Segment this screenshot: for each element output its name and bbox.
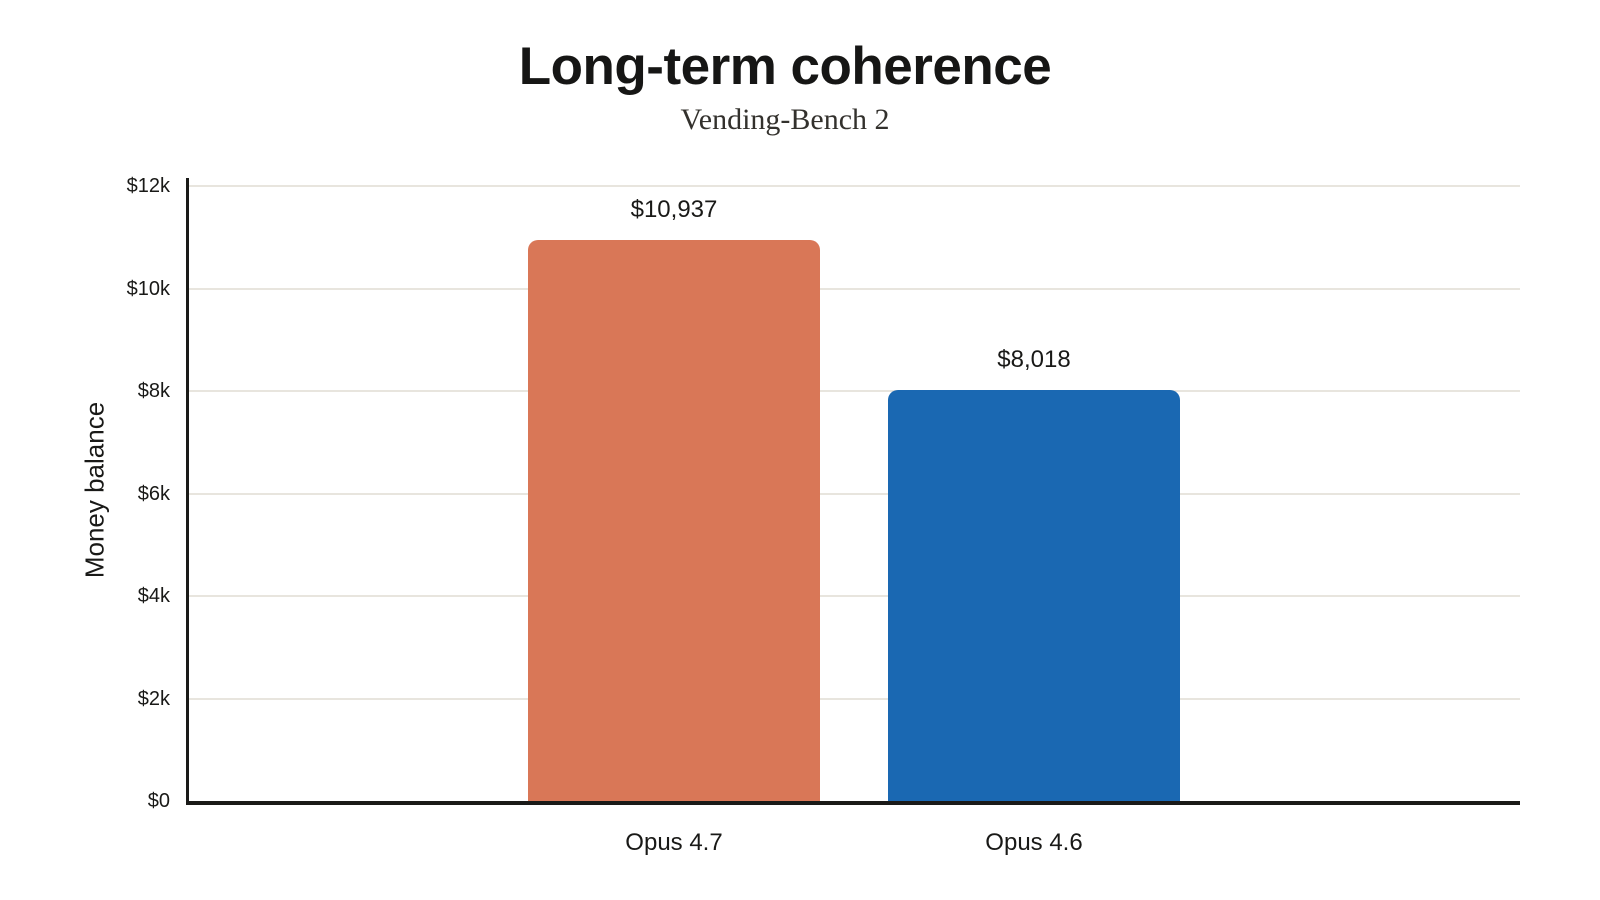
chart-title: Long-term coherence (518, 37, 1052, 96)
value-label-opus-4-6: $8,018 (997, 346, 1071, 374)
plot-area: $10,937 Opus 4.7 $8,018 Opus 4.6 (186, 178, 1520, 856)
gridline (189, 492, 1520, 495)
y-tick-label: $2k (137, 687, 170, 710)
x-tick-label-opus-4-7: Opus 4.7 (625, 829, 723, 856)
bar-opus-4-6 (888, 390, 1180, 801)
y-tick-label: $4k (137, 585, 170, 607)
chart-header: Long-term coherence Vending-Bench 2 (0, 36, 1585, 137)
y-tick-label: $6k (137, 482, 170, 505)
gridline (189, 595, 1520, 597)
gridline (189, 697, 1520, 700)
bar-opus-4-7 (528, 240, 820, 801)
y-tick-label: $8k (137, 380, 170, 402)
y-tick-label: $12k (126, 175, 170, 197)
x-tick-label-opus-4-6: Opus 4.6 (985, 829, 1083, 856)
gridline (189, 185, 1520, 187)
x-axis-line (186, 801, 1520, 805)
value-label-opus-4-7: $10,937 (630, 196, 718, 224)
gridline (189, 287, 1520, 290)
y-tick-label: $10k (126, 277, 170, 300)
gridline (189, 390, 1520, 392)
y-axis-line (186, 178, 189, 805)
chart-subtitle: Vending-Bench 2 (680, 103, 890, 136)
y-tick-label: $0 (147, 790, 170, 812)
